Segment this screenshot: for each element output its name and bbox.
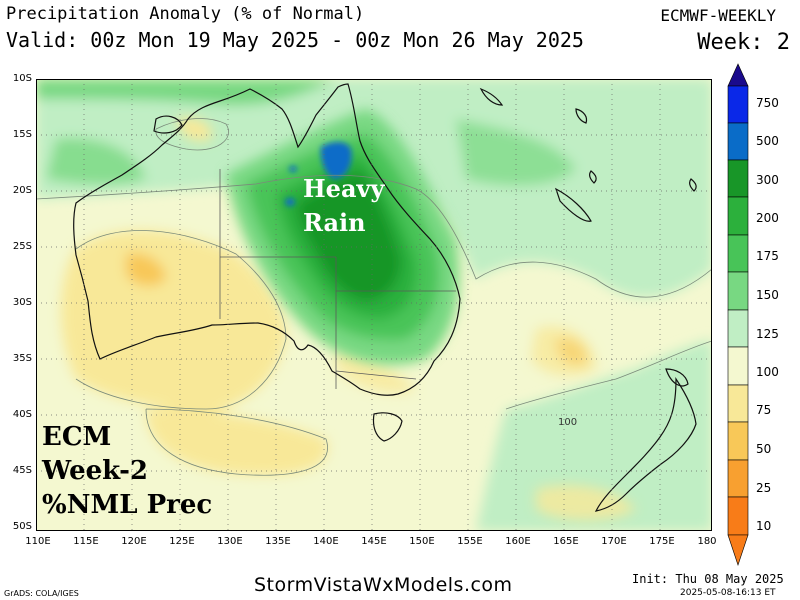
legend-swatch — [727, 122, 749, 161]
heavy-rain-line: Heavy — [303, 174, 385, 203]
legend-label: 75 — [756, 403, 772, 417]
contour-lines — [36, 118, 712, 476]
lon-tick: 165E — [553, 536, 579, 547]
lon-tick: 170E — [601, 536, 627, 547]
legend-label: 125 — [756, 327, 779, 341]
legend-label: 500 — [756, 134, 779, 148]
graticule — [36, 79, 712, 531]
map-frame — [36, 79, 712, 531]
precip-anomaly-map: 100 — [36, 79, 712, 531]
map-panel: 100 — [36, 79, 712, 531]
lat-tick: 45S — [12, 465, 32, 476]
lon-tick: 140E — [313, 536, 339, 547]
lon-tick: 130E — [217, 536, 243, 547]
lat-tick: 10S — [12, 73, 32, 84]
week-label: Week: 2 — [697, 30, 790, 55]
legend-label: 25 — [756, 481, 772, 495]
lon-tick: 115E — [73, 536, 99, 547]
legend-swatch — [727, 234, 749, 273]
extreme-rain-spot — [285, 198, 295, 206]
grads-credit: GrADS: COLA/IGES — [4, 589, 79, 598]
legend-label: 750 — [756, 96, 779, 110]
legend-swatch — [727, 196, 749, 236]
lat-tick: 25S — [12, 241, 32, 252]
site-credit: StormVistaWxModels.com — [254, 574, 513, 596]
contour-label: 100 — [558, 417, 577, 428]
lon-tick: 145E — [361, 536, 387, 547]
lon-tick: 180 — [697, 536, 717, 547]
legend-swatch — [727, 534, 749, 566]
legend-label: 100 — [756, 365, 779, 379]
state-borders — [219, 169, 456, 389]
lat-tick: 40S — [12, 409, 32, 420]
valid-period: Valid: 00z Mon 19 May 2025 - 00z Mon 26 … — [6, 28, 584, 52]
extreme-rain-spot — [320, 142, 352, 179]
lat-tick: 30S — [12, 297, 32, 308]
map-title: Precipitation Anomaly (% of Normal) — [6, 4, 365, 24]
map-label-line: Week-2 — [42, 456, 149, 486]
legend-swatch — [727, 271, 749, 311]
lon-tick: 150E — [409, 536, 435, 547]
lat-tick: 15S — [12, 129, 32, 140]
color-legend — [727, 63, 749, 566]
legend-swatch — [727, 159, 749, 198]
map-label: ECM Week-2 %NML Prec — [42, 420, 212, 522]
lat-tick: 35S — [12, 353, 32, 364]
legend-swatch — [727, 309, 749, 348]
heavy-rain-line: Rain — [303, 208, 366, 237]
lon-tick: 160E — [505, 536, 531, 547]
init-time: Init: Thu 08 May 2025 — [632, 572, 784, 586]
legend-label: 175 — [756, 249, 779, 263]
lat-tick: 20S — [12, 185, 32, 196]
below-normal-region — [61, 117, 636, 521]
lon-tick: 110E — [25, 536, 51, 547]
lon-tick: 155E — [457, 536, 483, 547]
lon-tick: 175E — [649, 536, 675, 547]
legend-label: 300 — [756, 173, 779, 187]
heavy-rain-annotation: Heavy Rain — [303, 172, 384, 240]
lat-tick: 50S — [12, 521, 32, 532]
lon-tick: 120E — [121, 536, 147, 547]
extreme-rain-spot — [289, 166, 297, 172]
map-label-line: %NML Prec — [42, 490, 213, 520]
legend-swatch — [727, 496, 749, 536]
legend-label: 10 — [756, 519, 772, 533]
legend-label: 200 — [756, 211, 779, 225]
render-timestamp: 2025-05-08-16:13 ET — [680, 588, 776, 598]
legend-swatch — [727, 346, 749, 386]
legend-label: 150 — [756, 288, 779, 302]
heavy-rain-region — [226, 109, 460, 365]
lon-tick: 135E — [265, 536, 291, 547]
coastlines — [73, 83, 697, 512]
legend-swatch — [727, 85, 749, 124]
model-name: ECMWF-WEEKLY — [660, 6, 776, 25]
legend-swatch — [727, 421, 749, 461]
legend-swatch — [727, 384, 749, 423]
legend-swatch — [727, 63, 749, 87]
map-label-line: ECM — [42, 422, 112, 452]
legend-label: 50 — [756, 442, 772, 456]
legend-swatch — [727, 459, 749, 498]
lon-tick: 125E — [169, 536, 195, 547]
